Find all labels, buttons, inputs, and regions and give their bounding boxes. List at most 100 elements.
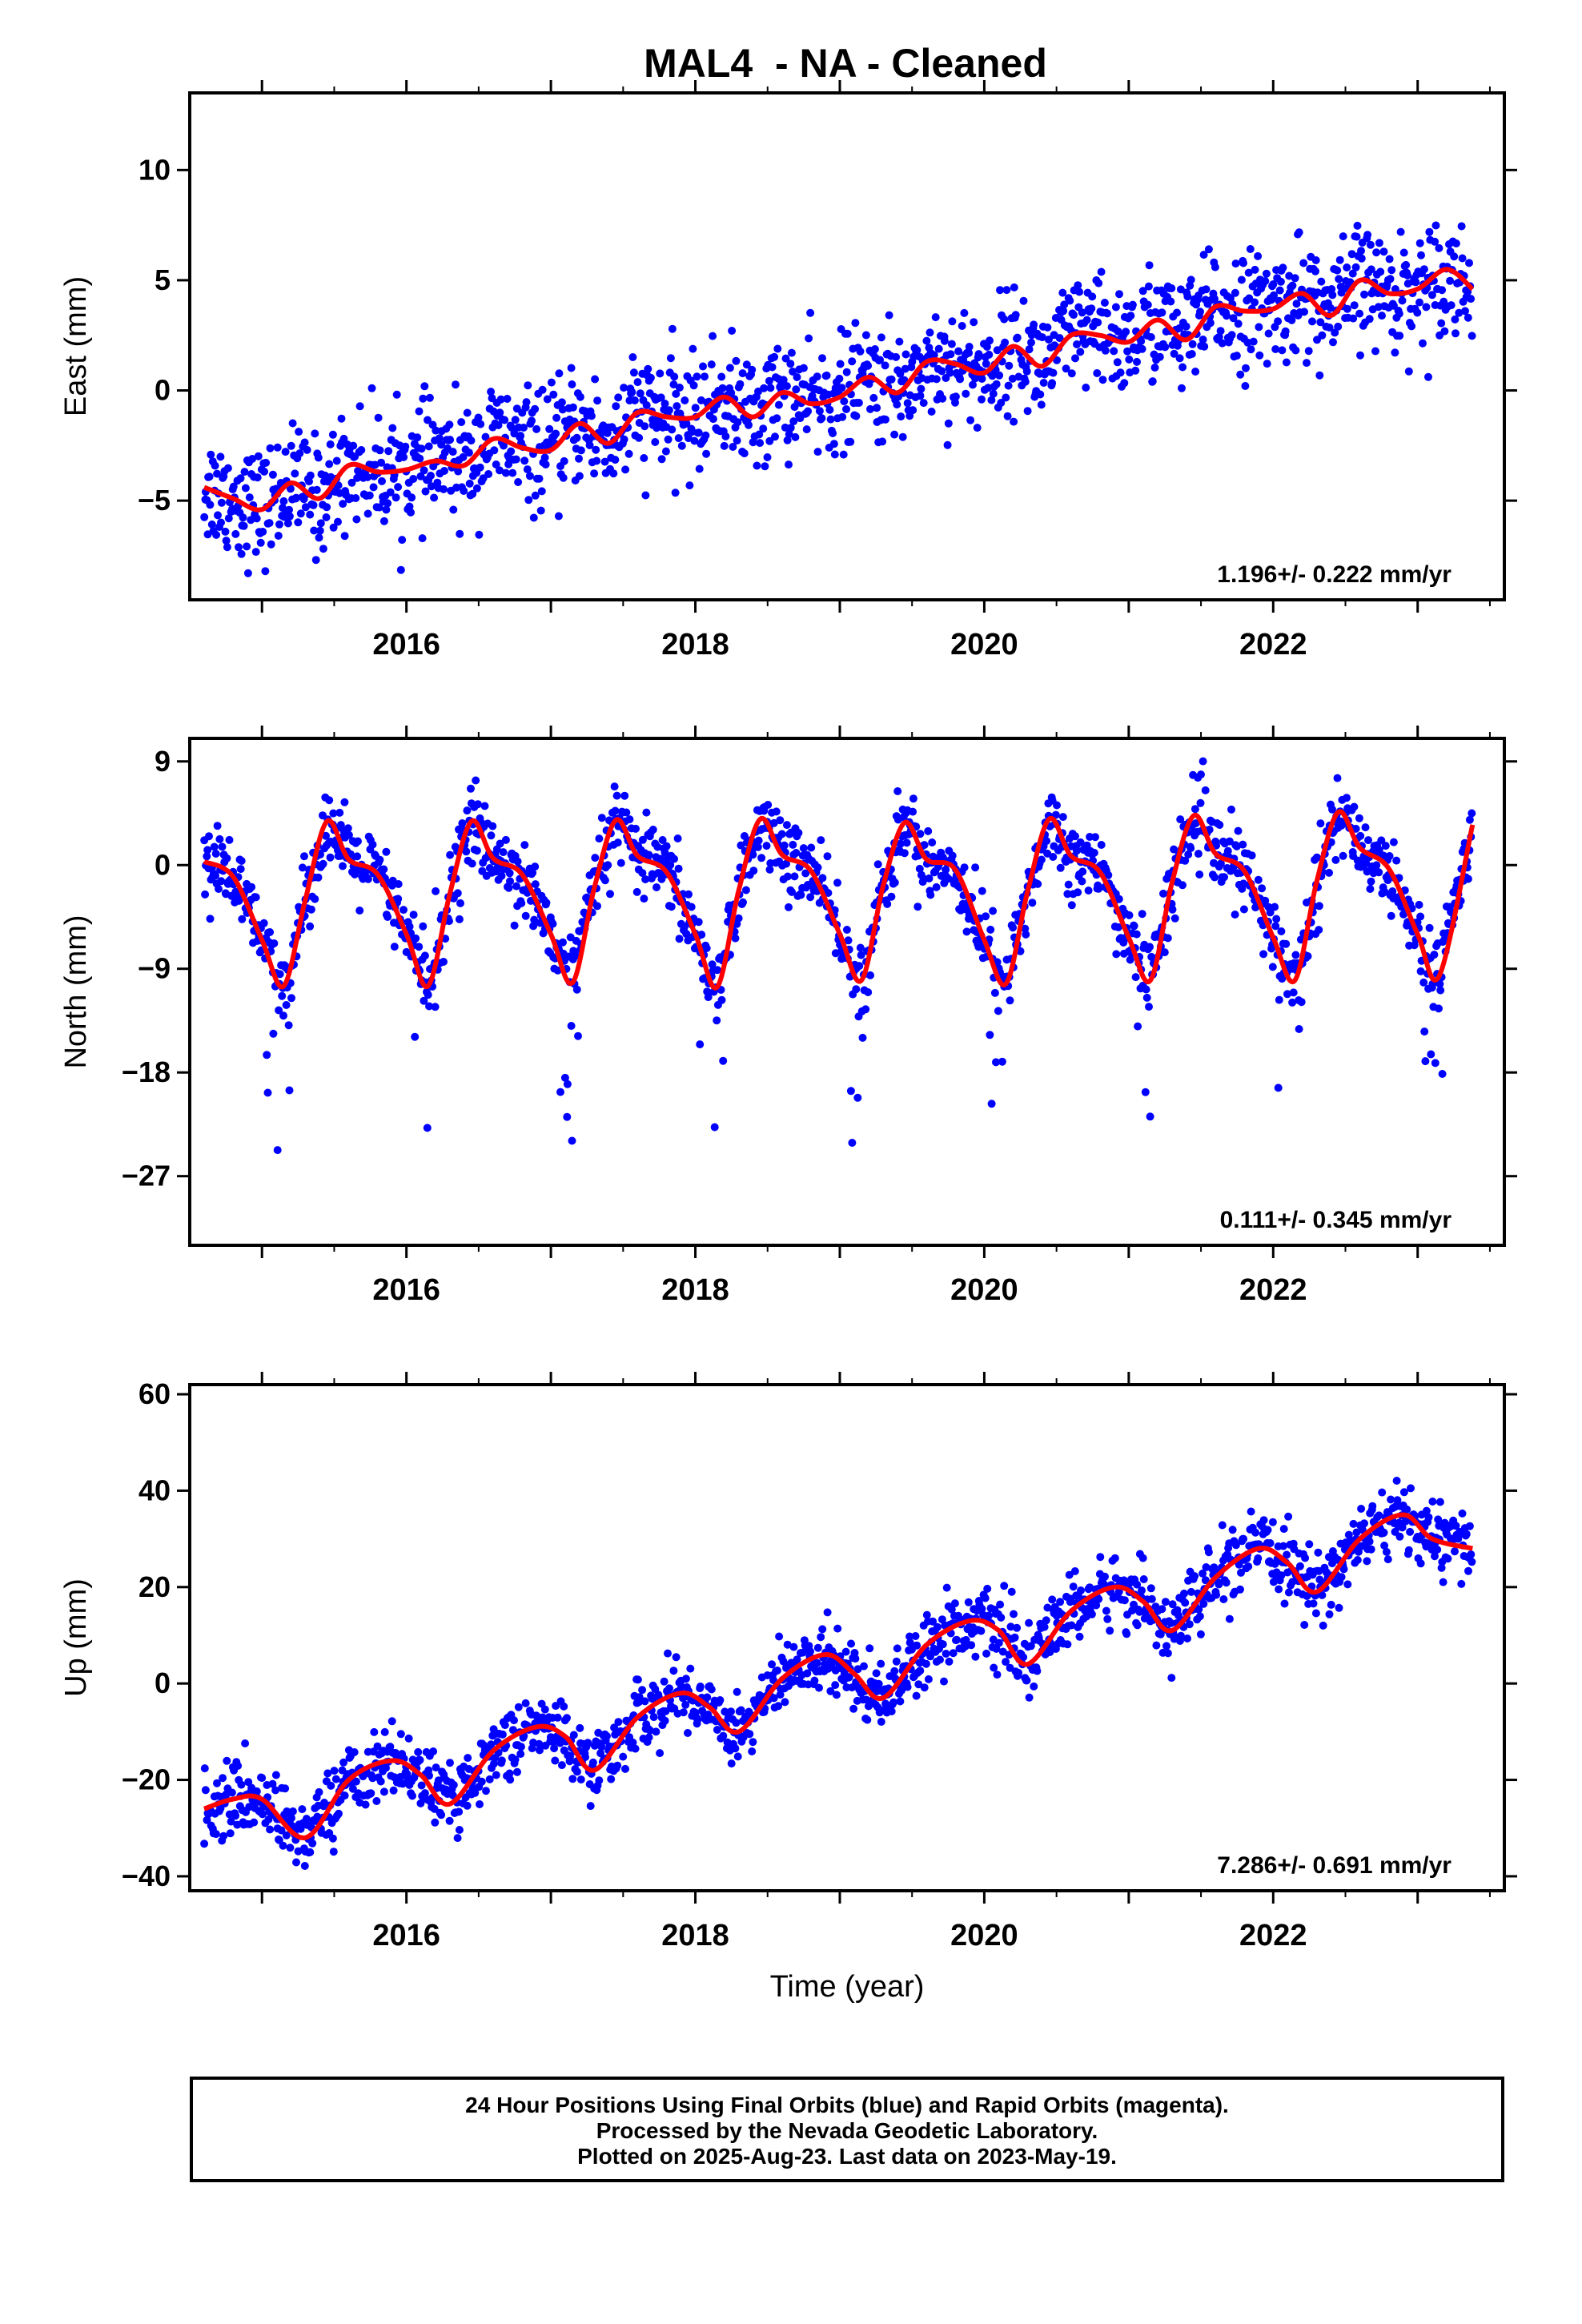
east-data-point bbox=[1148, 377, 1157, 386]
east-data-point bbox=[1419, 265, 1428, 274]
up-data-point bbox=[783, 1640, 792, 1649]
up-data-point bbox=[455, 1807, 464, 1816]
east-data-point bbox=[398, 536, 407, 545]
north-data-point bbox=[225, 835, 234, 844]
north-data-point bbox=[282, 1001, 291, 1009]
east-data-point bbox=[1292, 300, 1301, 308]
north-data-point bbox=[263, 1051, 271, 1059]
up-ytick-label: 0 bbox=[155, 1667, 171, 1699]
east-data-point bbox=[947, 340, 956, 348]
east-data-point bbox=[837, 384, 846, 392]
east-data-point bbox=[1378, 312, 1386, 320]
up-data-point bbox=[1399, 1488, 1408, 1497]
east-data-point bbox=[1303, 359, 1311, 368]
up-data-point bbox=[1075, 1632, 1084, 1641]
north-data-point bbox=[685, 890, 693, 899]
north-data-point bbox=[762, 842, 771, 850]
east-data-point bbox=[291, 493, 300, 502]
east-data-point bbox=[494, 421, 503, 429]
north-data-point bbox=[505, 869, 514, 878]
up-data-point bbox=[1324, 1553, 1333, 1562]
up-data-point bbox=[1204, 1548, 1213, 1557]
north-data-point bbox=[1339, 851, 1347, 860]
up-data-point bbox=[1096, 1553, 1105, 1562]
east-data-point bbox=[954, 347, 963, 356]
east-data-point bbox=[552, 429, 560, 438]
north-data-point bbox=[734, 914, 743, 923]
north-data-point bbox=[218, 842, 227, 851]
up-data-point bbox=[813, 1659, 821, 1667]
east-data-point bbox=[614, 393, 623, 402]
north-data-point bbox=[1364, 836, 1372, 845]
north-data-point bbox=[807, 843, 816, 852]
north-data-point bbox=[887, 892, 896, 901]
up-data-point bbox=[1163, 1649, 1172, 1658]
east-data-point bbox=[951, 398, 959, 407]
east-data-point bbox=[1039, 379, 1048, 387]
up-data-point bbox=[1026, 1642, 1035, 1651]
up-data-point bbox=[1277, 1571, 1286, 1580]
east-data-point bbox=[457, 418, 466, 427]
up-xtick-label: 2016 bbox=[372, 1919, 440, 1952]
north-data-point bbox=[390, 943, 399, 951]
north-data-point bbox=[1225, 837, 1234, 846]
east-data-point bbox=[1100, 299, 1109, 307]
up-data-point bbox=[1120, 1596, 1129, 1605]
east-data-point bbox=[969, 380, 977, 389]
up-data-point bbox=[1452, 1522, 1460, 1530]
up-data-point bbox=[510, 1716, 518, 1725]
up-data-point bbox=[1237, 1568, 1245, 1577]
north-data-point bbox=[480, 802, 489, 810]
north-data-point bbox=[1211, 873, 1219, 882]
east-data-point bbox=[932, 375, 941, 384]
north-data-point bbox=[782, 859, 790, 868]
north-data-point bbox=[717, 995, 726, 1004]
up-data-point bbox=[924, 1675, 933, 1683]
north-data-point bbox=[203, 852, 211, 861]
east-data-point bbox=[1365, 315, 1374, 324]
north-data-point bbox=[574, 1031, 582, 1040]
east-data-point bbox=[464, 448, 473, 457]
east-data-point bbox=[861, 331, 870, 340]
up-data-point bbox=[1300, 1621, 1309, 1629]
east-data-point bbox=[881, 361, 889, 370]
footer-line-3: Plotted on 2025-Aug-23. Last data on 202… bbox=[577, 2144, 1117, 2169]
east-data-point bbox=[1275, 286, 1284, 295]
north-data-point bbox=[1325, 868, 1333, 877]
north-data-point bbox=[1387, 911, 1395, 920]
east-data-point bbox=[239, 513, 247, 522]
up-rate-label: 7.286+/- 0.691 mm/yr bbox=[1217, 1852, 1452, 1879]
north-data-point bbox=[713, 966, 721, 975]
up-data-point bbox=[516, 1743, 525, 1751]
up-data-point bbox=[681, 1675, 690, 1683]
north-data-point bbox=[529, 922, 538, 931]
up-data-point bbox=[563, 1714, 571, 1723]
east-data-point bbox=[1399, 248, 1408, 257]
east-data-point bbox=[774, 400, 783, 409]
east-data-point bbox=[279, 497, 288, 505]
east-data-point bbox=[854, 399, 863, 407]
east-data-point bbox=[223, 464, 232, 472]
up-data-point bbox=[1070, 1567, 1079, 1575]
north-data-point bbox=[1282, 939, 1291, 948]
up-data-point bbox=[896, 1697, 905, 1706]
up-data-point bbox=[933, 1622, 942, 1631]
north-data-point bbox=[792, 849, 801, 857]
north-data-point bbox=[1191, 805, 1199, 814]
east-data-point bbox=[337, 414, 346, 423]
east-data-point bbox=[363, 472, 372, 481]
up-data-point bbox=[282, 1831, 291, 1839]
up-data-point bbox=[308, 1839, 317, 1848]
up-data-point bbox=[387, 1717, 396, 1726]
up-data-point bbox=[916, 1667, 925, 1675]
north-data-point bbox=[749, 850, 757, 859]
north-data-point bbox=[638, 869, 647, 878]
up-data-point bbox=[1147, 1594, 1156, 1603]
east-data-point bbox=[256, 538, 265, 547]
up-data-point bbox=[506, 1775, 515, 1784]
up-data-point bbox=[656, 1749, 665, 1758]
east-data-point bbox=[419, 394, 428, 403]
east-data-point bbox=[1300, 308, 1308, 316]
east-data-point bbox=[829, 429, 837, 437]
